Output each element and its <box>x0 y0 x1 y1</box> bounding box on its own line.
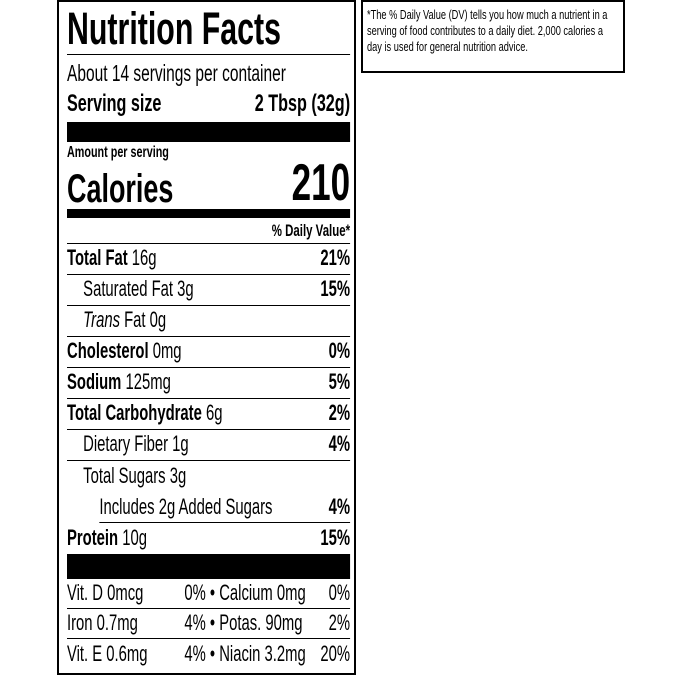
nutrient-name-suffix: Fat <box>119 307 146 332</box>
nutrient-name: Protein <box>67 525 119 550</box>
nutrient-dv: 15% <box>320 276 351 301</box>
title-text: Nutrition Facts <box>67 2 282 54</box>
label-title: Nutrition Facts <box>67 2 351 55</box>
daily-value-footnote: *The % Daily Value (DV) tells you how mu… <box>361 0 625 73</box>
nutrient-amount: 0mg <box>152 338 182 363</box>
nutrient-name: Includes 2g Added Sugars <box>99 494 273 519</box>
calories-label: Calories <box>67 167 174 211</box>
vitamin-name: Vit. D 0mcg <box>67 580 144 605</box>
nutrient-row-total-fat: Total Fat 16g 21% <box>67 244 351 275</box>
calories-value: 210 <box>291 154 351 212</box>
nutrient-row-total-sugars: Total Sugars 3g <box>67 461 350 492</box>
vitamin-name: Iron 0.7mg <box>67 610 138 635</box>
vitamin-row: Vit. E 0.6mg 4% • Niacin 3.2mg 20% <box>67 639 350 669</box>
vitamin-dv: 0% <box>184 580 206 605</box>
nutrient-name: Sodium <box>67 369 122 394</box>
amount-per-serving: Amount per serving <box>67 142 350 162</box>
nutrient-name: Saturated Fat <box>83 276 174 301</box>
vitamin-dv: 0% <box>328 580 351 605</box>
nutrient-amount: 0g <box>149 307 167 332</box>
nutrient-row-cholesterol: Cholesterol 0mg 0% <box>67 337 351 368</box>
nutrient-name: Trans <box>83 307 120 332</box>
nutrient-name: Dietary Fiber <box>83 431 169 456</box>
bullet: • <box>209 610 216 635</box>
nutrient-row-added-sugars: Includes 2g Added Sugars 4% <box>67 492 351 523</box>
nutrient-amount: 6g <box>205 400 223 425</box>
nutrient-amount: 16g <box>131 245 157 270</box>
nutrition-facts-label: Nutrition Facts About 14 servings per co… <box>57 0 356 675</box>
vitamin-dv: 4% <box>184 641 206 666</box>
serving-size-value: 2 Tbsp (32g) <box>254 90 351 117</box>
nutrient-row-saturated-fat: Saturated Fat 3g 15% <box>67 275 351 306</box>
calories-row: Calories 210 <box>67 157 350 211</box>
servings-per-container: About 14 servings per container <box>67 55 350 88</box>
nutrient-dv: 2% <box>328 400 351 425</box>
serving-size: Serving size 2 Tbsp (32g) <box>67 88 350 122</box>
vitamin-dv: 2% <box>328 610 351 635</box>
dv-header-text: % Daily Value* <box>271 221 351 240</box>
thick-divider <box>67 122 351 142</box>
vitamin-name: Calcium 0mg <box>219 580 306 605</box>
nutrient-dv: 4% <box>328 431 351 456</box>
vitamin-row: Iron 0.7mg 4% • Potas. 90mg 2% <box>67 609 351 639</box>
daily-value-header: % Daily Value* <box>67 218 351 244</box>
nutrient-row-trans-fat: Trans Fat 0g <box>67 306 351 337</box>
nutrient-name: Total Sugars <box>83 463 166 488</box>
vitamin-dv: 4% <box>184 610 206 635</box>
nutrient-dv: 5% <box>328 369 351 394</box>
vitamin-name: Potas. 90mg <box>219 610 303 635</box>
bullet: • <box>209 580 216 605</box>
thick-divider <box>67 554 351 579</box>
serving-size-label: Serving size <box>67 90 162 117</box>
nutrient-row-sodium: Sodium 125mg 5% <box>67 368 351 399</box>
medium-divider <box>67 209 351 218</box>
bullet: • <box>209 641 216 666</box>
nutrient-amount: 10g <box>122 525 147 550</box>
vitamin-row: Vit. D 0mcg 0% • Calcium 0mg 0% <box>67 579 351 609</box>
vitamin-name: Vit. E 0.6mg <box>67 641 148 666</box>
nutrient-dv: 21% <box>320 245 351 270</box>
servings-text: About 14 servings per container <box>67 60 286 86</box>
nutrient-name: Cholesterol <box>67 338 149 363</box>
nutrient-dv: 4% <box>328 494 351 519</box>
nutrient-row-total-carbohydrate: Total Carbohydrate 6g 2% <box>67 399 351 430</box>
nutrient-row-protein: Protein 10g 15% <box>67 523 350 554</box>
nutrient-amount: 3g <box>169 463 187 488</box>
vitamin-dv: 20% <box>320 641 351 666</box>
amount-per-serving-text: Amount per serving <box>67 144 169 161</box>
nutrient-name: Total Carbohydrate <box>67 400 202 425</box>
nutrient-row-dietary-fiber: Dietary Fiber 1g 4% <box>67 430 351 461</box>
nutrient-dv: 15% <box>320 525 351 550</box>
vitamin-name: Niacin 3.2mg <box>219 641 306 666</box>
nutrient-amount: 1g <box>172 431 189 456</box>
nutrient-amount: 125mg <box>125 369 171 394</box>
nutrient-name: Total Fat <box>67 245 128 270</box>
nutrient-dv: 0% <box>328 338 351 363</box>
nutrient-amount: 3g <box>177 276 194 301</box>
footnote-text: *The % Daily Value (DV) tells you how mu… <box>367 8 608 54</box>
